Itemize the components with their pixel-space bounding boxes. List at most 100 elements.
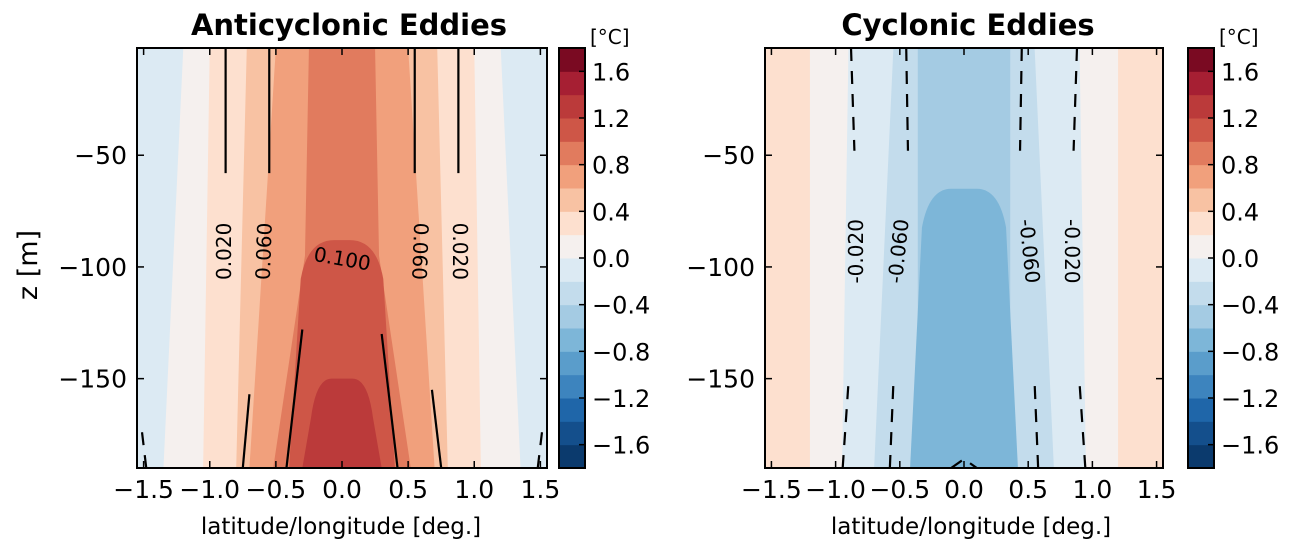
x-tick-label: −1.0 (805, 475, 866, 504)
colorbar-tick-label: −1.2 (1221, 385, 1279, 413)
colorbar-right: [°C] 1.6 1.2 0.8 0.4 0.0 −0.4 −0.8 −1.2 −1.6 (1187, 25, 1279, 469)
colorbar-segment (559, 211, 585, 236)
colorbar-tick-label: −1.2 (592, 385, 650, 413)
x-tick-label: −1.5 (113, 475, 174, 504)
colorbar-tick-label: −0.8 (1221, 338, 1279, 366)
x-tick-label: 0.5 (388, 475, 428, 504)
x-tick-label: 0.5 (1008, 475, 1048, 504)
contour-label: -0.020 (844, 219, 868, 283)
contour-line-3 (1072, 48, 1079, 151)
colorbar-segment (1188, 258, 1214, 282)
colorbar-tick-label: −0.8 (592, 338, 650, 366)
contour-core-0 (910, 188, 1018, 468)
colorbar-segment (559, 398, 585, 422)
colorbar-segment (1188, 211, 1214, 236)
colorbar-segment (559, 304, 585, 329)
x-tick-label: 0.0 (322, 475, 362, 504)
colorbar-segment (1188, 444, 1214, 469)
colorbar-segment (559, 328, 585, 352)
contour-line-7 (1078, 383, 1087, 468)
colorbar-segment (1188, 48, 1214, 72)
contour-label: 0.060 (251, 222, 277, 280)
colorbar-segment (559, 188, 585, 212)
y-tick-label: −50 (74, 141, 127, 170)
colorbar-segment (559, 374, 585, 399)
colorbar-tick-label: 0.0 (592, 245, 630, 273)
colorbar-segment (559, 281, 585, 306)
contour-line-4 (841, 383, 850, 468)
colorbar-segment (559, 71, 585, 96)
colorbar-tick-label: 1.6 (1221, 58, 1259, 86)
contour-line-5 (888, 383, 895, 468)
colorbar-segment (1188, 234, 1214, 259)
x-tick-label: −1.5 (741, 475, 802, 504)
colorbar-tick-label: −0.4 (592, 292, 650, 320)
x-axis-label-right: latitude/longitude [deg.] (831, 514, 1111, 540)
y-tick-label: −50 (702, 141, 755, 170)
colorbar-tick-label: 0.4 (592, 198, 630, 226)
colorbar-segment (1188, 118, 1214, 142)
contour-line-4 (285, 329, 304, 468)
colorbar-segment (559, 351, 585, 376)
colorbar-tick-label: 0.8 (1221, 152, 1259, 180)
contour-line-6 (1033, 383, 1040, 468)
colorbar-tick-label: 1.2 (1221, 105, 1259, 133)
colorbar-segment (1188, 374, 1214, 399)
colorbar-tick-label: 1.6 (592, 58, 630, 86)
y-tick-label: −150 (58, 365, 127, 394)
colorbar-segment (1188, 164, 1214, 189)
colorbar-segment (1188, 304, 1214, 329)
colorbar-segment (1188, 141, 1214, 166)
y-axis-label: z [m] (13, 230, 44, 300)
x-tick-label: −0.5 (869, 475, 930, 504)
contour-label: 0.020 (448, 223, 472, 280)
contour-line-5 (380, 333, 399, 468)
x-axis-label-left: latitude/longitude [deg.] (201, 514, 481, 540)
y-tick-label: −150 (686, 365, 755, 394)
colorbar-segment (559, 141, 585, 166)
contour-plot-anticyclonic: 0.020 0.060 0.100 0.060 0.020−1.5 −1.0 −0.5 0.0… (58, 47, 560, 504)
colorbar-segment (559, 48, 585, 72)
colorbar-unit-right: [°C] (1219, 25, 1259, 49)
y-tick-label: −100 (686, 253, 755, 282)
colorbar-segment (1188, 398, 1214, 422)
contour-label: -0.020 (1060, 219, 1084, 283)
contour-line-7 (430, 389, 443, 468)
contour-plot-cyclonic: -0.020 -0.060 -0.060 -0.020 −1.5 −1.0 −0.5 0.0 0… (686, 47, 1176, 504)
contour-line-6 (241, 394, 251, 468)
colorbar-tick-label: 0.8 (592, 152, 630, 180)
colorbar-tick-label: 0.0 (1221, 245, 1259, 273)
colorbar-tick-label: −1.6 (592, 432, 650, 460)
x-tick-label: −1.0 (179, 475, 240, 504)
contour-line-2 (1018, 48, 1023, 151)
colorbar-segment (1188, 351, 1214, 376)
colorbar-tick-label: 0.4 (1221, 198, 1259, 226)
colorbar-unit-left: [°C] (590, 25, 630, 49)
colorbar-segment (1188, 281, 1214, 306)
contour-line-8 (139, 423, 148, 468)
x-tick-label: −0.5 (246, 475, 307, 504)
panel-cyclonic: -0.020 -0.060 -0.060 -0.020 −1.5 −1.0 −0.5 0.0 0… (686, 8, 1176, 540)
colorbar-segment (1188, 71, 1214, 96)
colorbar-segment (1188, 328, 1214, 352)
contour-line-8 (950, 457, 978, 468)
colorbar-segment (559, 164, 585, 189)
colorbar-tick-label: −0.4 (1221, 292, 1279, 320)
panel-anticyclonic: 0.020 0.060 0.100 0.060 0.020−1.5 −1.0 −0.5 0.0… (13, 8, 560, 540)
plot-area: -0.020 -0.060 -0.060 -0.020 (765, 48, 1163, 468)
colorbar-tick-label: −1.6 (1221, 432, 1279, 460)
colorbar-segment (1188, 188, 1214, 212)
chart-title-cyclonic: Cyclonic Eddies (841, 8, 1094, 42)
chart-title-anticyclonic: Anticyclonic Eddies (191, 8, 507, 42)
colorbar-segment (559, 258, 585, 282)
colorbar-segment (559, 234, 585, 259)
contour-line-9 (536, 423, 545, 468)
colorbar-segment (559, 94, 585, 119)
contour-core-1 (302, 378, 382, 468)
contour-line-0 (849, 48, 856, 151)
colorbar-tick-label: 1.2 (592, 105, 630, 133)
contour-label: 0.020 (212, 223, 236, 280)
colorbar-segment (1188, 94, 1214, 119)
colorbar-segment (559, 118, 585, 142)
